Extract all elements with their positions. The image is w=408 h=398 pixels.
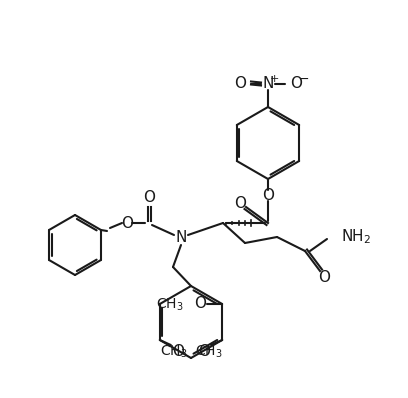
Text: O: O [194,297,206,312]
Text: O: O [290,76,302,92]
Text: N: N [175,230,187,244]
Text: O: O [234,195,246,211]
Text: O: O [143,191,155,205]
Text: CH$_3$: CH$_3$ [195,344,222,360]
Text: CH$_3$: CH$_3$ [160,344,187,360]
Text: O: O [198,343,210,359]
Text: N: N [262,76,274,92]
Text: O: O [172,343,184,359]
Text: CH$_3$: CH$_3$ [155,297,183,313]
Text: +: + [269,74,279,84]
Text: O: O [318,269,330,285]
Text: O: O [262,187,274,203]
Text: O: O [121,215,133,230]
Text: NH$_2$: NH$_2$ [341,228,371,246]
Text: O: O [234,76,246,92]
Text: −: − [299,72,309,86]
